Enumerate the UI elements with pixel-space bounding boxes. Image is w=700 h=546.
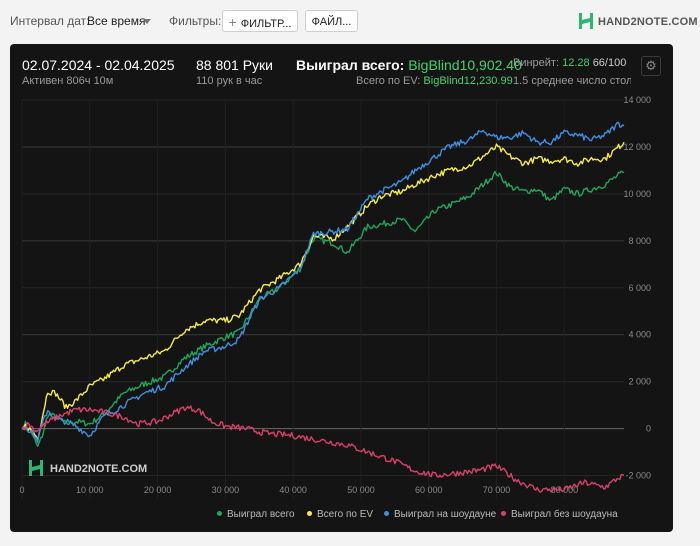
y-tick-label: -2 000 [625, 471, 651, 481]
filter-button[interactable]: + ФИЛЬТР... [222, 10, 298, 32]
active-time: Активен 806ч 10м [22, 75, 114, 87]
y-tick-label: 10 000 [623, 189, 651, 199]
series-line-1 [21, 141, 625, 441]
y-tick-label: 0 [646, 424, 651, 434]
legend-label-won: Выиграл всего [227, 509, 295, 520]
legend-label-non-showdown: Выиграл без шоудауна [511, 509, 618, 520]
legend-dot-won [217, 510, 222, 516]
legend-dot-non-showdown [501, 510, 506, 516]
series-line-0 [21, 170, 625, 447]
y-tick-label: 14 000 [623, 95, 651, 105]
won-total-label: Выиграл всего: [296, 57, 405, 73]
x-tick-label: 20 000 [144, 485, 172, 495]
won-total: Выиграл всего: BigBlind10,902.40 [296, 57, 522, 73]
x-tick-label: 0 [19, 485, 24, 495]
legend-item-non-showdown[interactable]: Выиграл без шоудауна [501, 509, 618, 520]
series-line-3 [21, 405, 625, 493]
x-tick-label: 10 000 [76, 485, 104, 495]
ev-total-label: Всего по EV: [356, 75, 421, 87]
y-tick-label: 8 000 [628, 236, 651, 246]
winrate: Винрейт: 12.28 66/100 [513, 57, 626, 69]
winrate-extra: 66/100 [592, 57, 627, 69]
hands-rate: 110 рук в час [196, 75, 263, 87]
profit-graph: 14 000 12 000 10 000 8 000 6 000 4 000 2 000 0 -… [19, 95, 651, 499]
x-tick-label: 50 000 [347, 485, 375, 495]
x-tick-label: 40 000 [279, 485, 307, 495]
x-tick-label: 30 000 [212, 485, 240, 495]
legend-label-ev: Всего по EV [317, 509, 374, 520]
watermark-text: HAND2NOTE.COM [50, 463, 148, 475]
hands-count: 88 801 Руки [196, 57, 273, 73]
ev-total-value: BigBlind12,230.99 [423, 75, 513, 87]
legend-dot-showdown [384, 510, 389, 516]
graph-panel: 02.07.2024 - 02.04.2025 Активен 806ч 10м… [10, 44, 673, 532]
filters-label: Фильтры: [169, 14, 222, 28]
series-line-2 [21, 121, 625, 444]
winrate-label: Винрейт: [513, 57, 560, 69]
toolbar: Интервал дат: Все время Фильтры: + ФИЛЬТР… [0, 0, 700, 42]
y-tick-label: 4 000 [628, 330, 651, 340]
file-button[interactable]: ФАЙЛ... [305, 10, 358, 32]
hand2note-logo-icon [579, 13, 593, 29]
legend-label-showdown: Выиграл на шоудауне [394, 509, 497, 520]
ev-total: Всего по EV: BigBlind12,230.99 [356, 75, 513, 87]
file-button-label: ФАЙЛ... [311, 16, 352, 28]
legend-dot-ev [307, 510, 312, 516]
won-total-value: BigBlind10,902.40 [408, 57, 522, 73]
winrate-value: 12.28 [562, 57, 590, 69]
gear-icon[interactable]: ⚙ [641, 56, 661, 76]
x-tick-label: 70 000 [483, 485, 511, 495]
legend-item-showdown[interactable]: Выиграл на шоудауне [384, 509, 496, 520]
legend-item-won[interactable]: Выиграл всего [217, 509, 295, 520]
plus-icon: + [228, 14, 237, 30]
watermark-logo-icon [29, 460, 43, 476]
y-tick-label: 6 000 [628, 283, 651, 293]
brand-name: HAND2NOTE.COM [598, 16, 698, 28]
interval-select[interactable]: Все время [87, 14, 146, 28]
y-tick-label: 2 000 [628, 377, 651, 387]
chevron-down-icon[interactable] [143, 19, 151, 24]
x-tick-label: 60 000 [415, 485, 443, 495]
avg-tables: 1.5 среднее число столо [513, 75, 631, 87]
date-range: 02.07.2024 - 02.04.2025 [22, 57, 175, 73]
legend-item-ev[interactable]: Всего по EV [307, 509, 373, 520]
filter-button-label: ФИЛЬТР... [240, 18, 292, 30]
y-tick-label: 12 000 [623, 142, 651, 152]
interval-label: Интервал дат: [10, 14, 90, 28]
